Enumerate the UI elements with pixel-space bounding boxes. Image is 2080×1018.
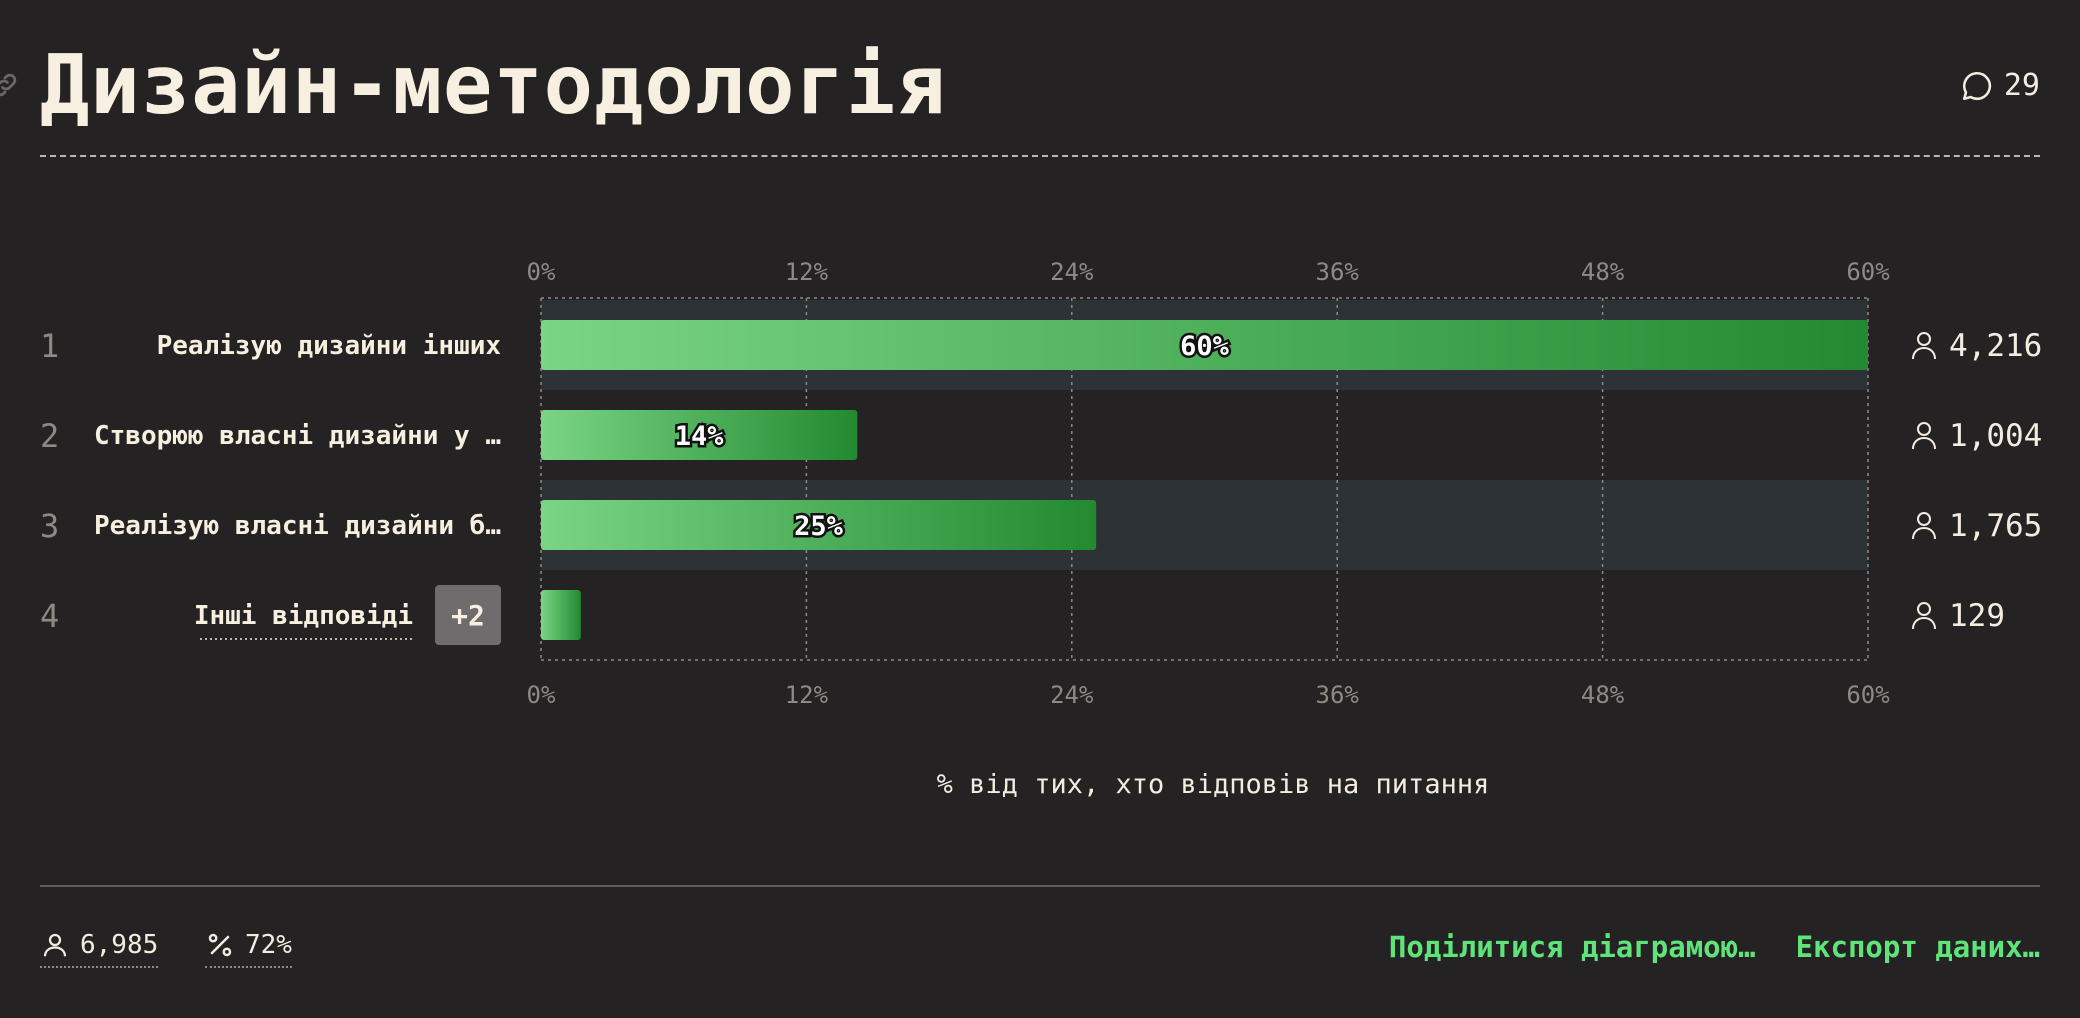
respondents-stat[interactable]: 6,985 [40,930,159,968]
person-icon [1912,602,1936,630]
bar [541,590,581,640]
x-tick-label-bottom: 12% [785,681,829,709]
person-icon [1912,422,1936,450]
x-tick-label-top: 12% [785,258,829,286]
person-icon [43,933,67,957]
category-label: Реалізую власні дизайни б… [94,511,501,541]
person-icon [1912,332,1936,360]
category-label: Інші відповіді [194,601,413,631]
rank-number: 1 [40,327,59,365]
x-tick-label-top: 48% [1581,258,1625,286]
bar-value-label: 25% [794,511,844,542]
bar-chart: 0% 0% 12% 12% 24% 24% 36% 36% 48% 48% 60% 60% 60% 1 Ре… [40,258,2042,800]
x-tick-label-bottom: 24% [1050,681,1094,709]
person-icon [1912,512,1936,540]
x-axis-title: % від тих, хто відповів на питання [937,769,1490,800]
export-data-link[interactable]: Експорт даних… [1795,930,2040,964]
rank-number: 4 [40,597,59,635]
x-tick-label-top: 60% [1846,258,1890,286]
comments-count: 29 [2003,68,2040,103]
respondent-count: 1,765 [1949,508,2042,544]
x-tick-label-bottom: 60% [1846,681,1890,709]
x-tick-label-bottom: 48% [1581,681,1625,709]
percent-icon [208,933,232,957]
comments-button[interactable]: 29 [1960,68,2040,103]
bar [541,500,1097,550]
link-icon[interactable] [0,70,20,100]
percent-value: 72% [245,930,292,960]
percent-stat[interactable]: 72% [205,930,292,968]
page-title: Дизайн-методологія [40,38,947,133]
rank-number: 2 [40,417,59,455]
respondent-count: 129 [1949,598,2005,634]
title-divider [40,155,2040,157]
share-chart-link[interactable]: Поділитися діаграмою… [1388,930,1756,964]
bar [541,410,858,460]
bar-value-label: 14% [675,421,725,452]
x-tick-label-top: 24% [1050,258,1094,286]
x-tick-label-top: 36% [1316,258,1360,286]
others-badge-label: +2 [451,599,485,632]
bar-value-label: 60% [1180,331,1230,362]
x-tick-label-bottom: 0% [527,681,556,709]
respondent-count: 4,216 [1949,328,2042,364]
category-label: Реалізую дизайни інших [157,331,501,361]
comment-icon [1962,71,1992,100]
x-tick-label-bottom: 36% [1316,681,1360,709]
others-badge [435,585,501,645]
category-label: Створюю власні дизайни у … [94,421,501,451]
x-tick-label-top: 0% [527,258,556,286]
rank-number: 3 [40,507,59,545]
respondent-count: 1,004 [1949,418,2042,454]
respondents-count: 6,985 [80,930,159,960]
footer: 6,985 72% Поділитися діаграмою… Експорт … [40,930,2040,980]
bar [541,320,1868,370]
footer-divider [40,885,2040,887]
